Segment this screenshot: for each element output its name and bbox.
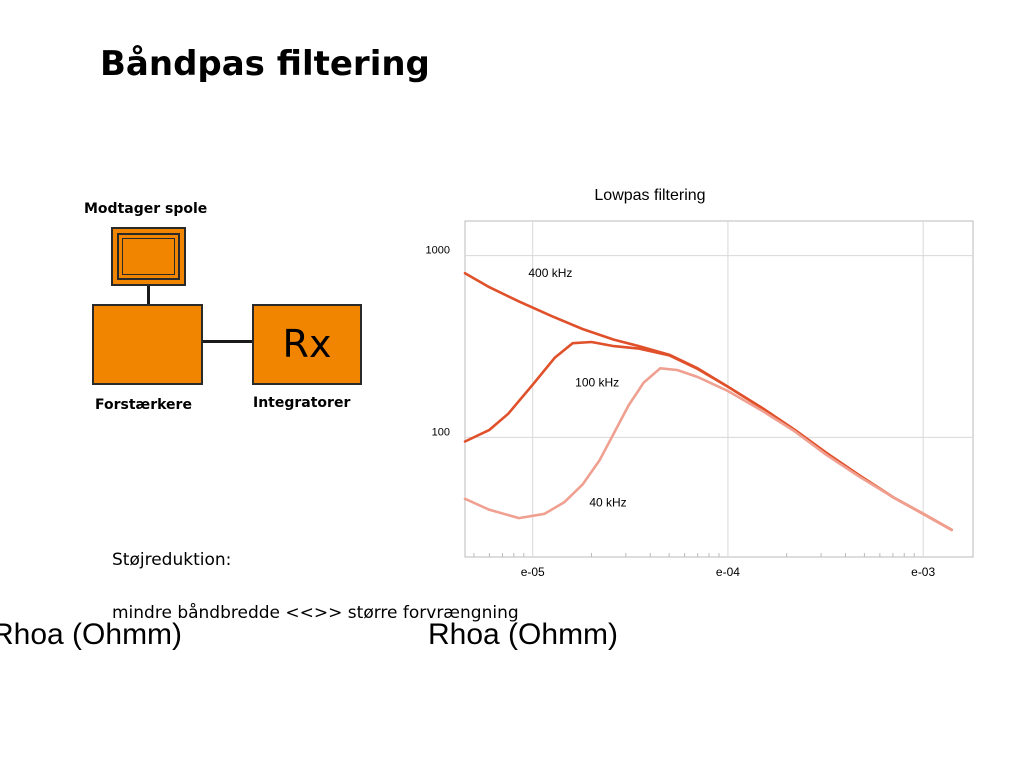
slide-title: Båndpas filtering <box>100 44 430 84</box>
rhoa-label-left: Rhoa (Ohmm) <box>0 618 183 651</box>
coil-winding-outer <box>117 233 180 280</box>
noise-reduction-heading: Støjreduktion: <box>112 550 232 570</box>
plot-area <box>464 220 974 558</box>
y-tick-label: 1000 <box>426 245 450 257</box>
series-annotation: 40 kHz <box>589 495 626 509</box>
coil-winding-inner <box>122 238 175 275</box>
amplifier-label: Forstærkere <box>95 397 192 413</box>
annotation-layer: 400 kHz 100 kHz 40 kHz <box>528 266 626 509</box>
series-annotation: 400 kHz <box>528 266 572 280</box>
tick-layer: e-05 e-04 e-03 1000 100 <box>426 245 936 579</box>
rx-label: Rx <box>282 322 332 366</box>
series-layer <box>463 271 954 532</box>
receiver-coil-label: Modtager spole <box>84 201 208 217</box>
noise-reduction-text: mindre båndbredde <<>> større forvrængni… <box>112 603 519 623</box>
y-tick-label: 100 <box>432 426 450 438</box>
amplifier-to-integrator-wire <box>203 340 253 343</box>
integrator-label: Integratorer <box>253 395 351 411</box>
x-tick-label: e-04 <box>716 565 740 579</box>
chart-title: Lowpas filtering <box>594 187 705 204</box>
series-line-40-khz <box>463 367 954 532</box>
x-tick-label: e-05 <box>521 565 545 579</box>
lowpass-chart: Lowpas filtering e-05 e-04 e-03 1000 100 400… <box>426 187 974 579</box>
series-annotation: 100 kHz <box>575 376 619 390</box>
coil-to-amplifier-wire <box>147 286 150 304</box>
minor-ticks <box>473 553 915 557</box>
receiver-coil-box <box>111 227 186 286</box>
rhoa-label-right: Rhoa (Ohmm) <box>428 618 619 651</box>
amplifier-box <box>92 304 203 385</box>
grid <box>465 221 973 557</box>
x-tick-label: e-03 <box>911 565 935 579</box>
integrator-box <box>252 304 362 385</box>
